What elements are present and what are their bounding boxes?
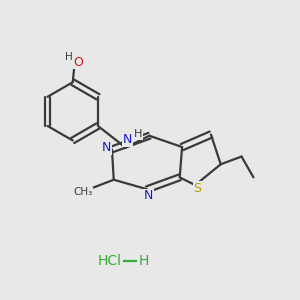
Text: CH₃: CH₃ bbox=[73, 187, 92, 197]
Text: O: O bbox=[73, 56, 83, 68]
Text: N: N bbox=[144, 189, 153, 202]
Text: S: S bbox=[194, 182, 202, 194]
Text: N: N bbox=[102, 141, 111, 154]
Text: H: H bbox=[65, 52, 73, 62]
Text: H: H bbox=[134, 129, 142, 139]
Text: HCl: HCl bbox=[98, 254, 122, 268]
Text: H: H bbox=[138, 254, 148, 268]
Text: N: N bbox=[122, 133, 132, 146]
